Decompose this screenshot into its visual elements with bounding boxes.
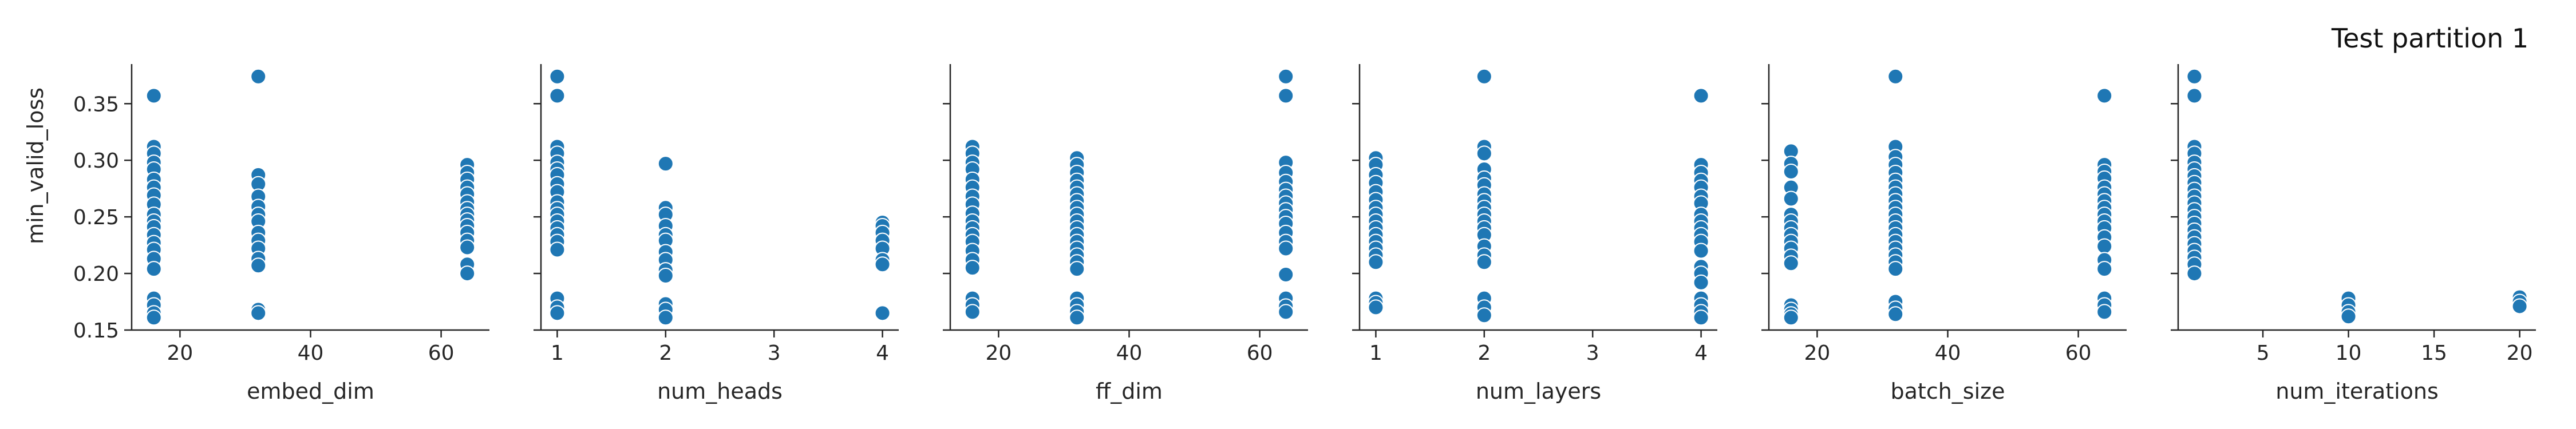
panel-num_heads: 1 2 3 4 num_heads xyxy=(534,64,899,404)
x-tick-label: 20 xyxy=(167,341,193,365)
data-point xyxy=(1693,274,1709,291)
data-point xyxy=(250,257,267,274)
data-point xyxy=(459,239,476,256)
data-point xyxy=(1368,254,1384,271)
y-tick-label: 0.25 xyxy=(73,206,119,229)
panels-container: 0.15 0.20 0.25 0.30 0.35 20 40 60 embed_dim 1 2 3 4 n… xyxy=(73,64,2536,404)
data-point xyxy=(1887,261,1904,277)
x-tick-label: 2 xyxy=(1477,341,1491,365)
data-point xyxy=(145,261,162,277)
x-axis-label: num_heads xyxy=(657,379,783,404)
x-tick-label: 40 xyxy=(298,341,324,365)
data-point xyxy=(1278,240,1294,257)
data-point xyxy=(2096,238,2113,255)
data-point xyxy=(2096,261,2113,277)
x-tick-label: 20 xyxy=(985,341,1012,365)
data-point xyxy=(1476,68,1492,85)
y-tick-label: 0.15 xyxy=(73,319,119,343)
x-tick-label: 20 xyxy=(1804,341,1830,365)
panel-batch_size: 20 40 60 batch_size xyxy=(1761,64,2127,404)
x-tick-label: 3 xyxy=(768,341,781,365)
data-point xyxy=(1069,309,1085,326)
data-point xyxy=(549,241,566,258)
data-point xyxy=(549,88,566,104)
x-tick-label: 60 xyxy=(2065,341,2092,365)
data-point xyxy=(2096,304,2113,320)
data-point xyxy=(1783,309,1799,326)
data-point xyxy=(874,305,891,321)
data-point xyxy=(1693,309,1709,326)
x-tick-label: 60 xyxy=(428,341,455,365)
x-tick-label: 60 xyxy=(1247,341,1273,365)
data-point xyxy=(250,68,267,85)
data-point xyxy=(1476,307,1492,324)
x-tick-label: 2 xyxy=(659,341,672,365)
data-point xyxy=(1069,261,1085,277)
data-point xyxy=(145,309,162,326)
x-tick-label: 1 xyxy=(1369,341,1382,365)
data-point xyxy=(2186,265,2203,282)
data-point xyxy=(2511,298,2528,315)
x-axis-label: batch_size xyxy=(1891,379,2005,404)
data-point xyxy=(964,260,981,276)
data-point xyxy=(1278,68,1294,85)
panel-ff_dim: 20 40 60 ff_dim xyxy=(943,64,1308,404)
x-tick-label: 4 xyxy=(1694,341,1708,365)
data-point xyxy=(2186,88,2203,104)
x-tick-label: 15 xyxy=(2421,341,2447,365)
data-point xyxy=(1278,267,1294,283)
x-tick-label: 3 xyxy=(1586,341,1599,365)
data-point xyxy=(1368,299,1384,316)
data-point xyxy=(145,88,162,104)
data-point xyxy=(1278,88,1294,104)
data-point xyxy=(2186,68,2203,85)
panel-num_layers: 1 2 3 4 num_layers xyxy=(1352,64,1717,404)
y-axis-label: min_valid_loss xyxy=(23,88,48,244)
data-point xyxy=(1693,243,1709,259)
data-point xyxy=(657,309,674,326)
x-axis-label: embed_dim xyxy=(247,379,374,404)
x-axis-label: ff_dim xyxy=(1096,379,1163,404)
data-point xyxy=(250,305,267,321)
data-point xyxy=(459,265,476,282)
x-tick-label: 40 xyxy=(1935,341,1961,365)
data-point xyxy=(1887,306,1904,323)
data-point xyxy=(657,156,674,172)
x-tick-label: 10 xyxy=(2336,341,2362,365)
data-point xyxy=(1693,88,1709,104)
data-point xyxy=(657,268,674,284)
y-tick-label: 0.35 xyxy=(73,93,119,116)
x-tick-label: 20 xyxy=(2507,341,2533,365)
panel-embed_dim: 0.15 0.20 0.25 0.30 0.35 20 40 60 embed_dim xyxy=(73,64,489,404)
data-point xyxy=(1783,163,1799,180)
x-axis-label: num_iterations xyxy=(2275,379,2439,404)
data-point xyxy=(1476,254,1492,271)
data-point xyxy=(2340,308,2357,325)
data-point xyxy=(964,304,981,320)
data-point xyxy=(1887,68,1904,85)
x-tick-label: 4 xyxy=(876,341,889,365)
x-axis-label: num_layers xyxy=(1476,379,1601,404)
y-tick-label: 0.30 xyxy=(73,149,119,173)
x-tick-label: 40 xyxy=(1116,341,1143,365)
data-point xyxy=(549,305,566,321)
data-point xyxy=(1783,255,1799,272)
data-point xyxy=(2096,88,2113,104)
data-point xyxy=(1278,304,1294,320)
x-tick-label: 1 xyxy=(551,341,564,365)
data-point xyxy=(1783,190,1799,207)
data-point xyxy=(549,68,566,85)
data-point xyxy=(874,256,891,273)
panel-num_iterations: 5 10 15 20 num_iterations xyxy=(2171,64,2536,404)
data-point xyxy=(1476,145,1492,162)
figure-title: Test partition 1 xyxy=(2331,23,2528,54)
y-tick-label: 0.20 xyxy=(73,263,119,286)
x-tick-label: 5 xyxy=(2257,341,2270,365)
